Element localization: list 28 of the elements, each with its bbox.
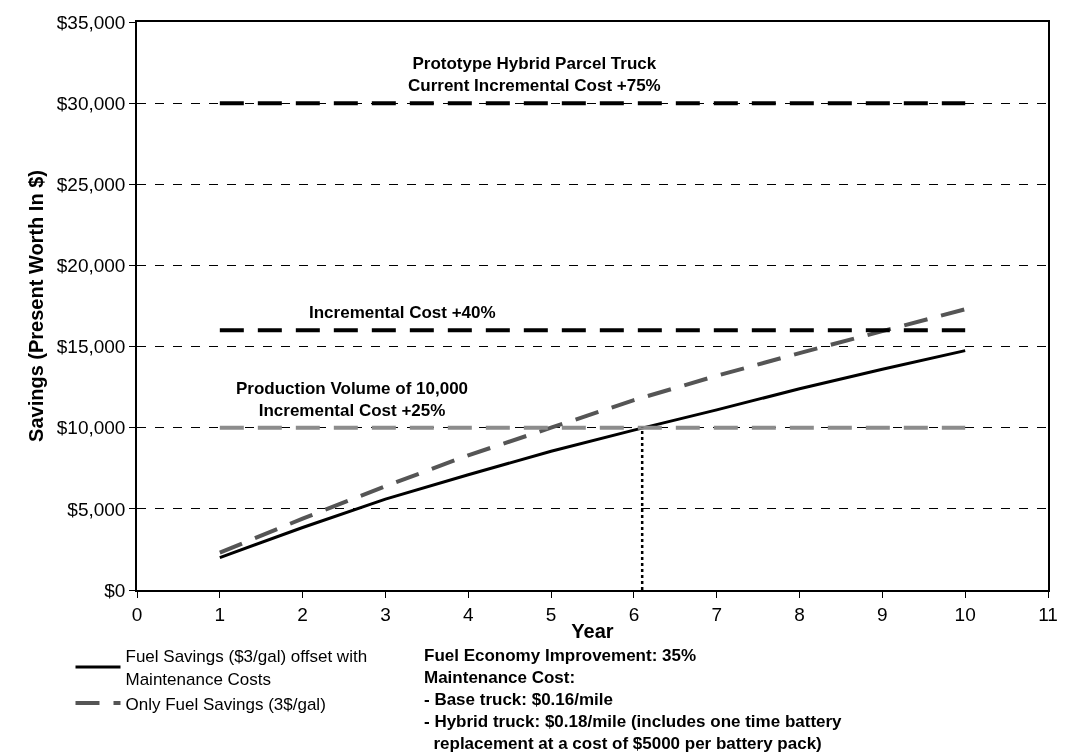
annotation: Incremental Cost +40% (309, 303, 496, 322)
x-tick-label: 9 (877, 603, 888, 625)
legend-label: Fuel Savings ($3/gal) offset with Maintenance Costs (125, 647, 368, 689)
text: Fuel Economy Improvement: 35% Maintenance Cost: - Base truck: $0.16/mile - Hybrid truck: $0.18/mile (includes one time battery replacement at a cost of $5000 per battery pack) (424, 646, 843, 754)
y-tick-label: $5,000 (67, 498, 126, 520)
x-tick-label: 8 (794, 603, 805, 625)
y-axis-title: Savings (Present Worth In $) (24, 170, 47, 442)
annotation: Production Volume of 10,000 Incremental Cost +25% (236, 379, 469, 421)
x-tick-label: 2 (297, 603, 308, 625)
x-tick-label: 7 (711, 603, 723, 625)
y-tick-label: $25,000 (56, 173, 126, 195)
y-tick-label: $35,000 (56, 11, 126, 33)
x-tick-label: 3 (380, 603, 391, 625)
y-tick-label: $30,000 (56, 92, 126, 114)
x-tick-label: 1 (214, 603, 226, 625)
x-tick-label: 4 (462, 603, 474, 625)
x-tick-label: 6 (628, 603, 640, 625)
x-tick-label: 0 (131, 603, 143, 625)
x-tick-label: 11 (1038, 603, 1058, 625)
y-tick-label: $10,000 (56, 417, 126, 439)
y-tick-label: $15,000 (56, 336, 126, 358)
x-axis-title: Year (571, 619, 614, 642)
y-tick-label: $20,000 (56, 255, 126, 277)
x-tick-label: 10 (954, 603, 976, 625)
y-tick-label: $0 (104, 579, 126, 601)
x-tick-label: 5 (545, 603, 557, 625)
annotation: Prototype Hybrid Parcel Truck Current Incremental Cost +75% (408, 54, 661, 96)
legend-label: Only Fuel Savings (3$/gal) (125, 694, 326, 714)
